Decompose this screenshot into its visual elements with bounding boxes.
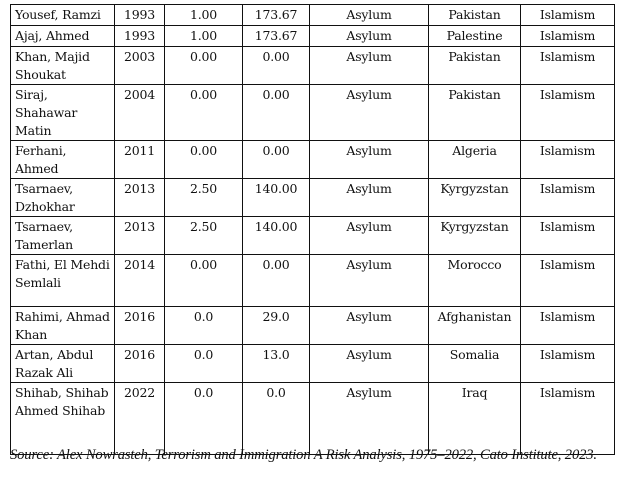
value-cell: 0.00 bbox=[164, 140, 243, 179]
visa-cell: Asylum bbox=[309, 306, 429, 345]
value-cell: 0.00 bbox=[164, 84, 243, 141]
value-cell: 140.00 bbox=[242, 178, 310, 217]
table-row: Tsarnaev, Tamerlan 2013 2.50 140.00 Asyl… bbox=[10, 216, 615, 255]
ideology-cell: Islamism bbox=[520, 25, 615, 47]
name-cell: Ajaj, Ahmed bbox=[10, 25, 115, 47]
value-cell: 0.00 bbox=[164, 46, 243, 85]
name-cell: Rahimi, Ahmad Khan bbox=[10, 306, 115, 345]
visa-cell: Asylum bbox=[309, 344, 429, 383]
visa-cell: Asylum bbox=[309, 216, 429, 255]
value-cell: 2.50 bbox=[164, 178, 243, 217]
year-cell: 2014 bbox=[114, 254, 165, 307]
visa-cell: Asylum bbox=[309, 4, 429, 26]
value-cell: 1.00 bbox=[164, 4, 243, 26]
ideology-cell: Islamism bbox=[520, 382, 615, 455]
table-row: Tsarnaev, Dzhokhar 2013 2.50 140.00 Asyl… bbox=[10, 178, 615, 217]
name-cell: Yousef, Ramzi bbox=[10, 4, 115, 26]
year-cell: 1993 bbox=[114, 4, 165, 26]
name-cell: Fathi, El Mehdi Semlali bbox=[10, 254, 115, 307]
value-cell: 0.0 bbox=[164, 344, 243, 383]
value-cell: 173.67 bbox=[242, 4, 310, 26]
visa-cell: Asylum bbox=[309, 25, 429, 47]
table-row: Shihab, Shihab Ahmed Shihab 2022 0.0 0.0… bbox=[10, 382, 615, 455]
name-cell: Tsarnaev, Dzhokhar bbox=[10, 178, 115, 217]
visa-cell: Asylum bbox=[309, 382, 429, 455]
country-cell: Algeria bbox=[428, 140, 521, 179]
year-cell: 2004 bbox=[114, 84, 165, 141]
table-row: Fathi, El Mehdi Semlali 2014 0.00 0.00 A… bbox=[10, 254, 615, 307]
year-cell: 2016 bbox=[114, 306, 165, 345]
name-cell: Khan, Majid Shoukat bbox=[10, 46, 115, 85]
data-table-container: Yousef, Ramzi 1993 1.00 173.67 Asylum Pa… bbox=[10, 4, 615, 455]
name-cell: Ferhani, Ahmed bbox=[10, 140, 115, 179]
country-cell: Morocco bbox=[428, 254, 521, 307]
value-cell: 0.0 bbox=[164, 306, 243, 345]
year-cell: 2013 bbox=[114, 216, 165, 255]
value-cell: 0.00 bbox=[242, 254, 310, 307]
country-cell: Palestine bbox=[428, 25, 521, 47]
value-cell: 13.0 bbox=[242, 344, 310, 383]
country-cell: Pakistan bbox=[428, 46, 521, 85]
table-row: Yousef, Ramzi 1993 1.00 173.67 Asylum Pa… bbox=[10, 4, 615, 26]
country-cell: Iraq bbox=[428, 382, 521, 455]
value-cell: 2.50 bbox=[164, 216, 243, 255]
value-cell: 173.67 bbox=[242, 25, 310, 47]
terrorists-table: Yousef, Ramzi 1993 1.00 173.67 Asylum Pa… bbox=[10, 4, 615, 455]
ideology-cell: Islamism bbox=[520, 254, 615, 307]
year-cell: 1993 bbox=[114, 25, 165, 47]
name-cell: Shihab, Shihab Ahmed Shihab bbox=[10, 382, 115, 455]
ideology-cell: Islamism bbox=[520, 344, 615, 383]
value-cell: 0.00 bbox=[242, 84, 310, 141]
value-cell: 29.0 bbox=[242, 306, 310, 345]
name-cell: Siraj, Shahawar Matin bbox=[10, 84, 115, 141]
ideology-cell: Islamism bbox=[520, 216, 615, 255]
year-cell: 2003 bbox=[114, 46, 165, 85]
table-row: Ferhani, Ahmed 2011 0.00 0.00 Asylum Alg… bbox=[10, 140, 615, 179]
year-cell: 2016 bbox=[114, 344, 165, 383]
ideology-cell: Islamism bbox=[520, 140, 615, 179]
table-row: Siraj, Shahawar Matin 2004 0.00 0.00 Asy… bbox=[10, 84, 615, 141]
table-row: Artan, Abdul Razak Ali 2016 0.0 13.0 Asy… bbox=[10, 344, 615, 383]
value-cell: 0.00 bbox=[242, 46, 310, 85]
value-cell: 1.00 bbox=[164, 25, 243, 47]
country-cell: Pakistan bbox=[428, 4, 521, 26]
value-cell: 140.00 bbox=[242, 216, 310, 255]
country-cell: Kyrgyzstan bbox=[428, 216, 521, 255]
country-cell: Pakistan bbox=[428, 84, 521, 141]
visa-cell: Asylum bbox=[309, 140, 429, 179]
year-cell: 2011 bbox=[114, 140, 165, 179]
visa-cell: Asylum bbox=[309, 254, 429, 307]
name-cell: Artan, Abdul Razak Ali bbox=[10, 344, 115, 383]
ideology-cell: Islamism bbox=[520, 84, 615, 141]
visa-cell: Asylum bbox=[309, 84, 429, 141]
table-row: Khan, Majid Shoukat 2003 0.00 0.00 Asylu… bbox=[10, 46, 615, 85]
value-cell: 0.0 bbox=[164, 382, 243, 455]
ideology-cell: Islamism bbox=[520, 178, 615, 217]
visa-cell: Asylum bbox=[309, 46, 429, 85]
value-cell: 0.00 bbox=[164, 254, 243, 307]
country-cell: Kyrgyzstan bbox=[428, 178, 521, 217]
ideology-cell: Islamism bbox=[520, 46, 615, 85]
visa-cell: Asylum bbox=[309, 178, 429, 217]
year-cell: 2013 bbox=[114, 178, 165, 217]
ideology-cell: Islamism bbox=[520, 4, 615, 26]
ideology-cell: Islamism bbox=[520, 306, 615, 345]
year-cell: 2022 bbox=[114, 382, 165, 455]
name-cell: Tsarnaev, Tamerlan bbox=[10, 216, 115, 255]
table-row: Ajaj, Ahmed 1993 1.00 173.67 Asylum Pale… bbox=[10, 25, 615, 47]
value-cell: 0.0 bbox=[242, 382, 310, 455]
country-cell: Afghanistan bbox=[428, 306, 521, 345]
table-row: Rahimi, Ahmad Khan 2016 0.0 29.0 Asylum … bbox=[10, 306, 615, 345]
value-cell: 0.00 bbox=[242, 140, 310, 179]
country-cell: Somalia bbox=[428, 344, 521, 383]
source-citation: Source: Alex Nowrasteh, Terrorism and Im… bbox=[10, 447, 597, 463]
